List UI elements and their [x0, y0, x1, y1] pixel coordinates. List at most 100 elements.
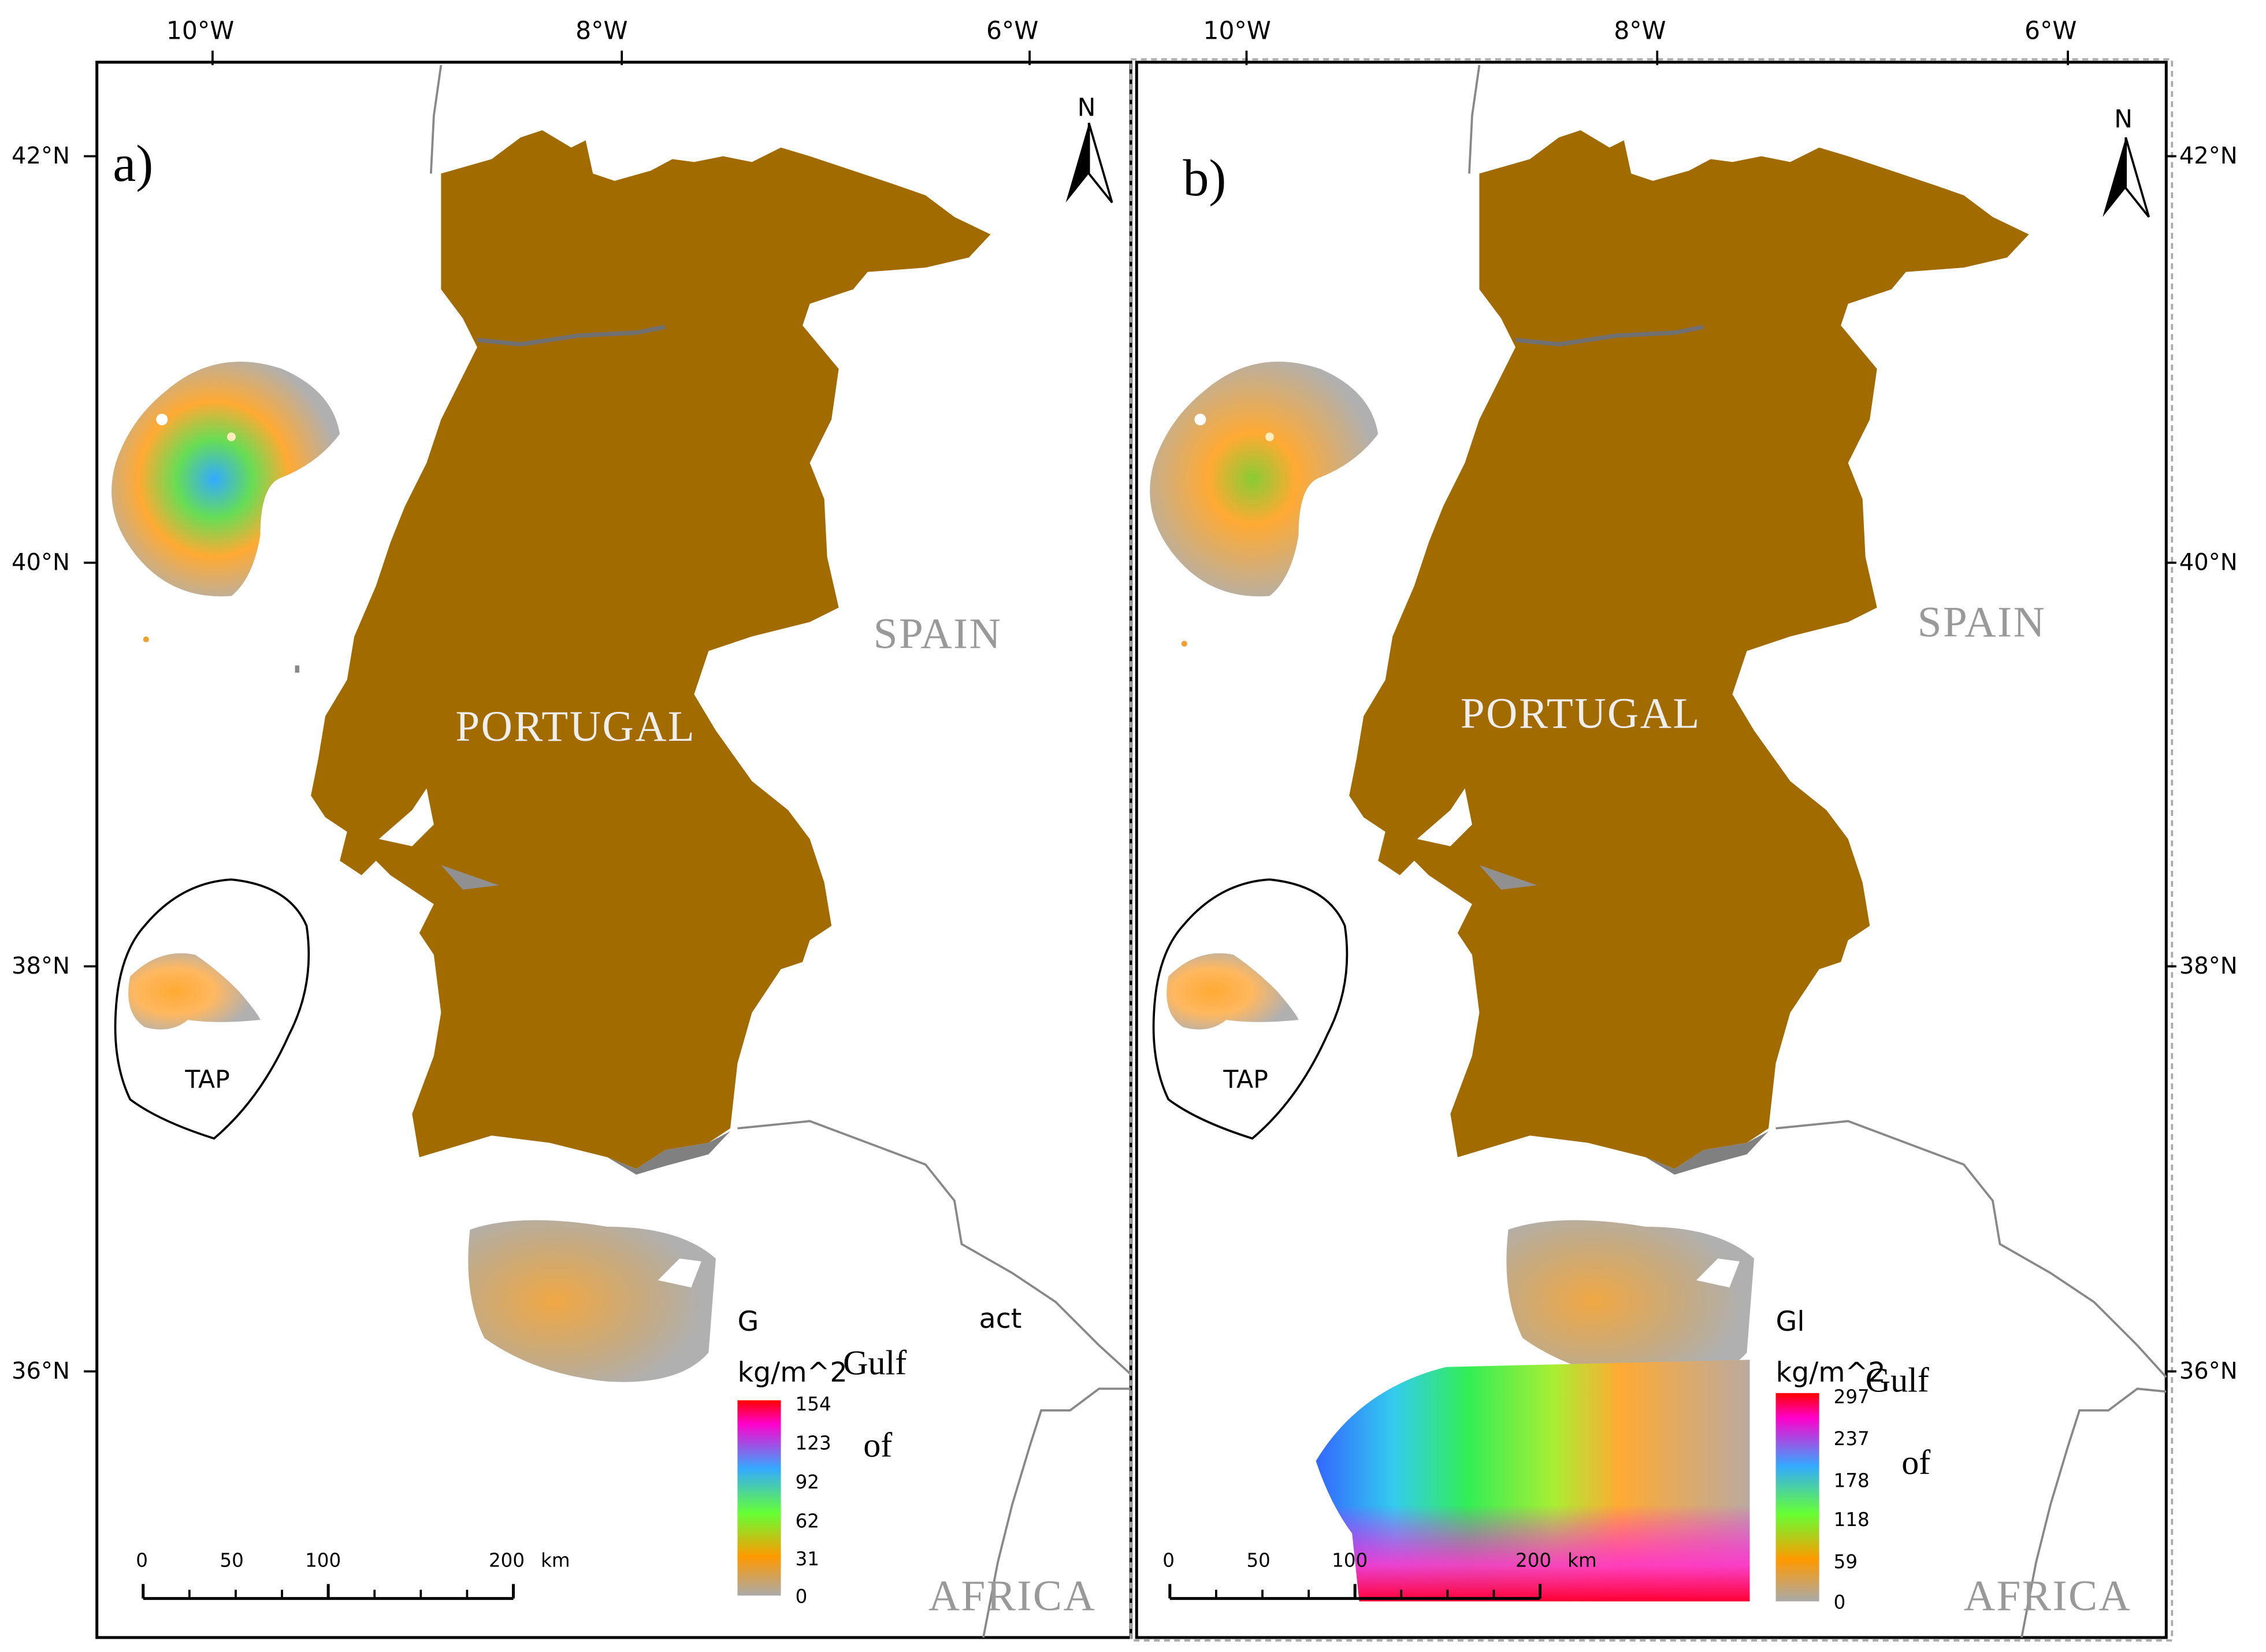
lat-label-42n-b: 42°N	[2179, 143, 2238, 169]
tap-label: TAP	[184, 1066, 229, 1094]
small-dot	[143, 636, 149, 643]
gulf-plume-b	[1506, 1220, 1754, 1382]
lon-label-10w-b: 10°W	[1203, 17, 1271, 46]
overlay-gulf-b: Gulf	[1866, 1360, 1929, 1399]
scale-b-tick-50: 50	[1246, 1549, 1270, 1571]
tap-plume-b	[1167, 953, 1299, 1030]
south-coast-strip	[607, 1131, 730, 1175]
gulf-plume	[468, 1220, 716, 1382]
north-plume	[112, 361, 340, 597]
north-arrow-label: N	[1078, 94, 1096, 122]
spain-border-line	[429, 65, 443, 174]
legend-a-tick-2: 92	[796, 1471, 819, 1493]
legend-b-tick-2: 178	[1834, 1470, 1870, 1492]
legend-a-colorbar	[737, 1400, 781, 1596]
country-label-portugal-b: PORTUGAL	[1461, 689, 1701, 737]
scale-b-tick-100: 100	[1332, 1549, 1368, 1571]
lat-label-40n-b: 40°N	[2179, 549, 2238, 576]
overlay-of-b: of	[1901, 1443, 1930, 1482]
north-plume-source-b	[1265, 432, 1275, 441]
legend-a-unit: kg/m^2	[737, 1357, 847, 1389]
tejo-estuary	[378, 788, 434, 847]
north-plume-hole	[156, 414, 168, 426]
tap-label-b: TAP	[1223, 1066, 1268, 1094]
legend-a-tick-1: 123	[796, 1432, 831, 1454]
douro-river	[477, 325, 666, 347]
panel-label-b: b)	[1183, 150, 1226, 207]
spain-coastline	[737, 1120, 1132, 1375]
legend-b-tick-5: 0	[1834, 1591, 1846, 1613]
north-plume-hole-b	[1194, 414, 1206, 426]
scale-bar-b: 0 50 100 200 km	[1162, 1549, 1597, 1600]
panel-label-a: a)	[113, 135, 153, 192]
sado-estuary	[441, 865, 499, 890]
legend-b-tick-1: 237	[1834, 1428, 1870, 1450]
overlay-of-a: of	[863, 1425, 892, 1464]
panel-b: TAP 10°W 8°W 6°W 42°N 40°N 38°N 36°N b) …	[1130, 17, 2238, 1642]
country-label-portugal: PORTUGAL	[455, 703, 696, 751]
panel-b-outer-dashed	[1130, 58, 2174, 1642]
scale-b-tick-200: 200	[1515, 1549, 1551, 1571]
lon-label-6w: 6°W	[986, 17, 1038, 46]
south-plume-b	[1316, 1360, 1750, 1602]
scale-bar-a: 0 50 100 200 km	[136, 1549, 570, 1600]
legend-a-tick-0: 154	[796, 1393, 831, 1415]
scale-a-tick-200: 200	[489, 1549, 525, 1571]
lon-label-6w-b: 6°W	[2024, 17, 2076, 46]
lat-label-36n-b: 36°N	[2179, 1358, 2238, 1384]
lat-label-42n: 42°N	[12, 143, 70, 169]
legend-a-title: G	[737, 1306, 759, 1338]
scale-a-tick-100: 100	[305, 1549, 341, 1571]
small-dot-b	[1181, 641, 1187, 647]
region-label-africa-b: AFRICA	[1964, 1572, 2131, 1620]
lat-label-40n: 40°N	[12, 549, 70, 576]
scale-b-tick-0: 0	[1162, 1549, 1175, 1571]
legend-b: Gl kg/m^2 297 237 178 118 59 0 Gulf of	[1775, 1306, 1930, 1613]
region-label-africa: AFRICA	[928, 1572, 1096, 1620]
douro-river-b	[1515, 325, 1704, 347]
scale-a-unit: km	[541, 1549, 570, 1571]
panel-a-frame	[95, 61, 1132, 1639]
legend-b-tick-4: 59	[1834, 1551, 1858, 1573]
south-coast-strip-b	[1645, 1131, 1769, 1175]
legend-b-colorbar	[1775, 1393, 1819, 1602]
scale-a-tick-0: 0	[136, 1549, 148, 1571]
africa-coastline	[982, 1387, 1131, 1638]
legend-b-title: Gl	[1776, 1306, 1805, 1338]
lat-label-36n: 36°N	[12, 1358, 70, 1384]
legend-a-tick-3: 62	[796, 1510, 819, 1532]
lon-label-10w: 10°W	[166, 17, 234, 46]
lon-label-8w: 8°W	[575, 17, 627, 46]
country-label-spain: SPAIN	[874, 610, 1002, 658]
legend-a-tick-4: 31	[796, 1548, 819, 1570]
legend-a-title-tail: act	[979, 1303, 1021, 1335]
legend-b-tick-0: 297	[1834, 1386, 1870, 1408]
small-mark	[295, 665, 300, 673]
legend-a: G act kg/m^2 154 123 92 62 31 0 Gulf of	[737, 1303, 1021, 1608]
gulf-plume-hole	[657, 1259, 701, 1288]
north-arrow-icon: N	[1065, 94, 1113, 203]
north-plume-source	[226, 432, 236, 441]
gulf-plume-hole-b	[1696, 1259, 1740, 1288]
north-arrow-icon-b: N	[2102, 105, 2150, 218]
africa-coastline-b	[2020, 1387, 2167, 1638]
legend-b-unit: kg/m^2	[1776, 1357, 1886, 1389]
legend-a-tick-5: 0	[796, 1586, 808, 1608]
north-arrow-label-b: N	[2114, 105, 2133, 133]
tap-plume	[128, 953, 261, 1030]
lat-label-38n-b: 38°N	[2179, 953, 2238, 979]
portugal-landmass-b	[1349, 130, 2029, 1169]
country-label-spain-b: SPAIN	[1918, 599, 2046, 647]
panel-a: TAP 10°W 8°W 6°W 42°N 40°N 38°N 36°N a) …	[12, 17, 1132, 1639]
tejo-estuary-b	[1417, 788, 1472, 847]
scale-a-tick-50: 50	[220, 1549, 243, 1571]
lon-label-8w-b: 8°W	[1614, 17, 1666, 46]
spain-border-line-b	[1468, 65, 1481, 174]
panel-b-frame	[1135, 61, 2168, 1639]
scale-b-unit: km	[1567, 1549, 1597, 1571]
spain-coastline-b	[1775, 1120, 2167, 1378]
legend-b-tick-3: 118	[1834, 1509, 1870, 1531]
overlay-gulf-a: Gulf	[843, 1343, 907, 1382]
lat-label-38n: 38°N	[12, 953, 70, 979]
